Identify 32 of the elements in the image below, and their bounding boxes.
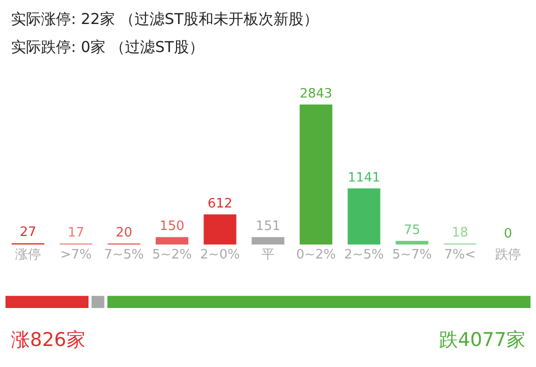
x-tick-label: 2~0% [200,248,240,263]
text: 跌4077家 [439,329,526,351]
x-tick-label: 5~2% [152,248,192,263]
x-tick-label: 跌停 [495,248,521,263]
text: 涨826家 [11,329,86,351]
bar [300,104,332,245]
data-label: 18 [452,226,468,241]
x-tick-label: 7~5% [104,248,144,263]
data-label: 17 [68,226,84,241]
data-label: 20 [116,226,132,241]
bar [396,240,428,245]
bar [156,237,188,245]
x-tick-label: 0~2% [296,248,336,263]
data-label: 1141 [348,170,380,186]
x-tick-label: 平 [262,248,274,263]
bar [252,237,284,245]
data-label: 75 [404,222,420,238]
x-tick-label: 7%< [444,248,476,263]
bar [204,214,236,245]
x-tick-label: >7% [60,248,92,263]
x-tick-label: 涨停 [15,248,41,263]
data-label: 612 [208,196,232,212]
x-tick-label: 2~5% [344,248,384,263]
data-label: 2843 [300,86,332,102]
data-label: 150 [160,219,184,234]
data-label: 27 [20,225,36,240]
chart-subtitle: 实际跌停: 0家 （过滤ST股） [11,38,204,56]
data-label: 151 [256,219,280,234]
x-tick-label: 5~7% [392,248,432,263]
data-label: 0 [504,226,512,242]
bar [348,188,380,245]
chart-title: 实际涨停: 22家 （过滤ST股和未开板次新股） [11,10,318,28]
